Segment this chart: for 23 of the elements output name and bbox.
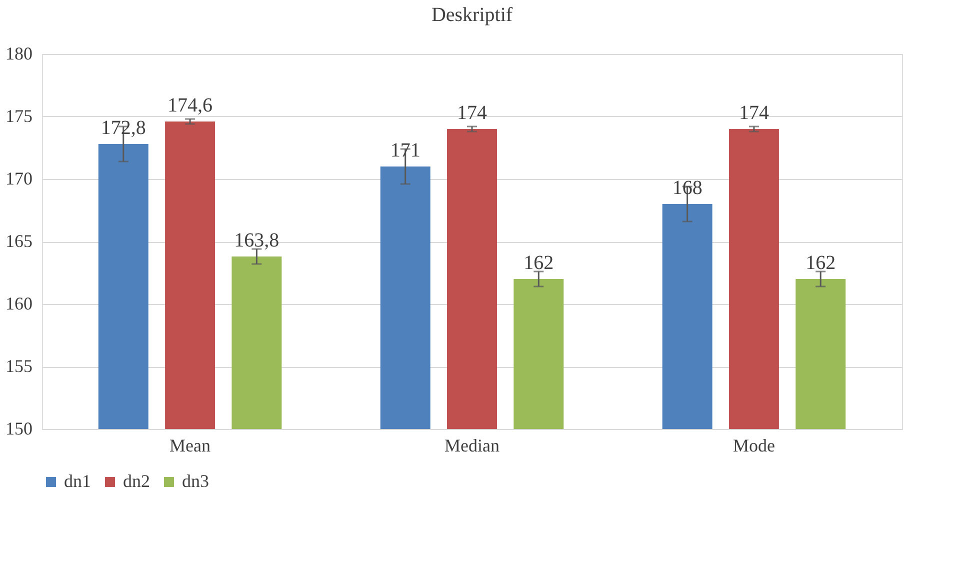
x-tick-label: Mean [170,436,211,456]
y-tick-label: 180 [6,44,32,64]
data-label: 174 [738,102,769,124]
y-tick-label: 160 [6,294,32,314]
data-label: 168 [672,177,702,199]
y-tick-label: 175 [6,106,32,126]
data-label: 162 [524,252,554,274]
data-label: 174 [457,102,487,124]
data-label: 174,6 [168,94,213,116]
data-label: 172,8 [100,117,146,139]
y-tick-label: 170 [6,168,32,188]
y-tick-label: 155 [6,356,32,376]
legend-label: dn3 [182,471,209,491]
y-tick-label: 165 [6,231,32,251]
y-tick-label: 150 [6,418,32,438]
x-tick-label: Median [444,436,500,456]
data-label: 162 [806,252,836,274]
x-tick-label: Mode [732,436,775,456]
data-label: 171 [390,140,420,162]
chart-title: Deskriptif [431,4,513,26]
legend-label: dn2 [123,471,150,491]
legend-label: dn1 [64,471,91,491]
data-label: 163,8 [234,230,280,252]
